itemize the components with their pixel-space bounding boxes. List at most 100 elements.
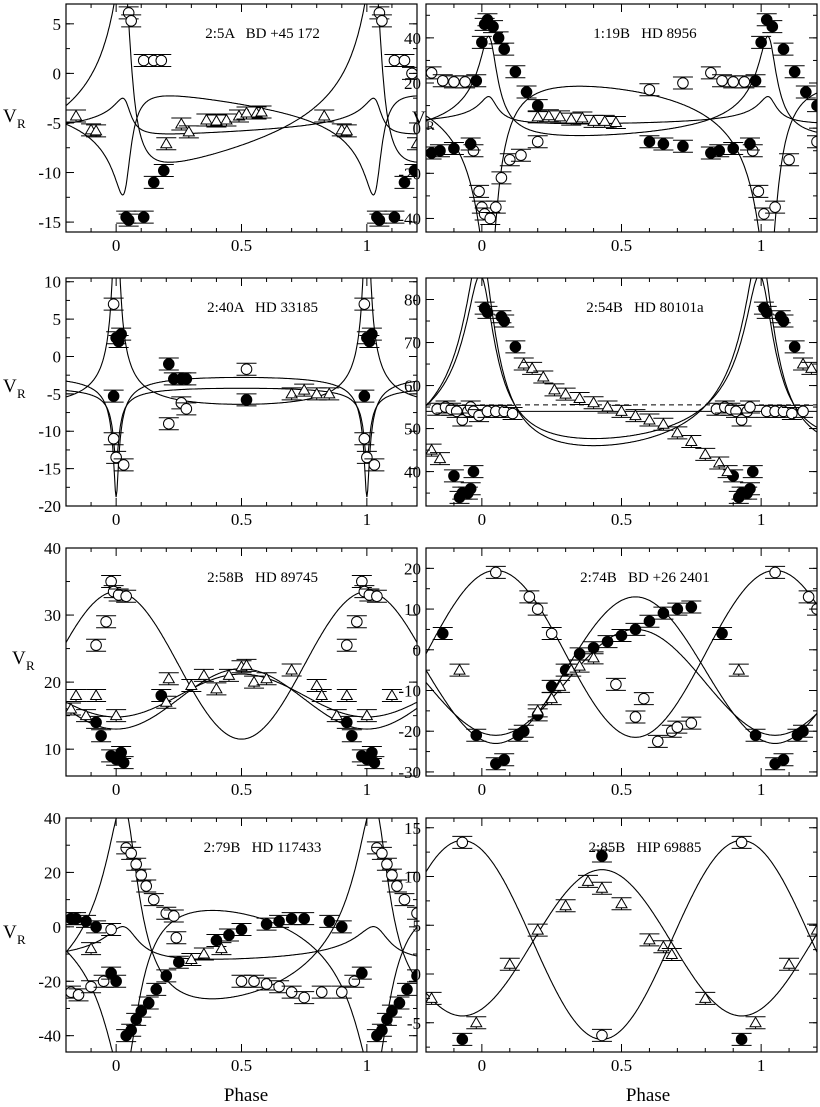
data-point [491,171,512,185]
data-point [281,387,302,401]
y-tick-label: 60 [404,377,421,396]
x-tick-label: 0 [112,236,121,255]
data-point [181,952,202,966]
data-point [773,314,794,328]
data-point [426,443,442,457]
panel-8: 0 0.5 1 15 10 5 0 -5 2:85B HIP 69885 [404,817,818,1075]
data-point [463,465,484,479]
data-point [681,434,702,448]
data-point [138,996,159,1010]
data-point [745,1016,766,1030]
data-point [793,724,814,738]
data-point [765,757,786,771]
data-point [748,184,769,198]
y-axis-title-row-3: V R [12,648,35,673]
data-point [432,74,453,88]
data-point [108,588,129,602]
data-point [432,627,453,640]
data-point [466,74,487,88]
y-tick-label: 0 [413,965,422,984]
data-point [538,109,559,123]
data-point [66,109,87,123]
series-circle-open [103,297,385,472]
data-point [625,409,646,423]
data-point [81,942,102,956]
series-triangle-open [527,109,626,130]
y-tick-label: 40 [404,463,421,482]
y-tick-label: -5 [47,385,61,404]
panel-title: 2:79B HD 117433 [204,840,322,856]
data-point [653,417,674,431]
y-tick-label: 80 [404,291,421,310]
data-point [483,20,504,34]
data-point [178,125,199,139]
series-triangle-open [426,874,817,1030]
data-point [639,83,660,97]
data-point [513,357,534,371]
data-point [773,42,794,56]
data-point [341,729,362,743]
panel-6: 0 0.5 1 20 10 0 -10 -20 -30 2:74B BD +26 2401 [398,547,818,799]
x-tick-label: 0 [478,510,487,529]
y-tick-label: -40 [38,1027,61,1046]
plot-area [426,278,817,504]
data-point [611,897,632,911]
y-tick-label: 0 [413,641,422,660]
y-tick-label: 0 [413,119,422,138]
y-tick-label: 70 [404,334,421,353]
data-point [211,942,232,956]
data-point [494,753,515,767]
series-circle-open [118,6,417,80]
data-point [756,13,777,27]
data-point [485,200,506,214]
data-point [156,137,177,151]
data-point [311,689,332,703]
data-point [712,627,733,640]
data-point [611,404,632,418]
data-point [166,931,187,945]
data-point [86,124,107,138]
x-tick-label: 0 [478,236,487,255]
data-point [731,1032,752,1046]
data-point [807,135,817,149]
data-point [471,35,492,49]
x-tick-label: 1 [363,780,372,799]
y-tick-label: 20 [44,673,61,692]
data-point [354,389,375,403]
fit-curve [66,387,417,464]
y-tick-label: -30 [398,763,421,782]
y-axis-title-v: V [3,922,17,943]
data-point [781,407,802,421]
data-point [717,465,738,479]
fit-curve [66,818,417,1000]
x-tick-label: 1 [757,1056,766,1075]
data-point [695,447,716,461]
data-point [103,432,124,446]
data-point [505,65,526,79]
data-point [384,210,405,224]
data-point [555,899,576,913]
data-point [356,709,377,723]
data-point [709,456,730,470]
fit-curve [426,95,817,125]
series-circle-open [427,400,814,427]
y-tick-label: 20 [404,74,421,93]
data-point [66,689,87,703]
series-triangle-open [66,105,417,151]
data-point [294,383,315,397]
plot-area [66,278,417,498]
x-tick-label: 0 [478,780,487,799]
series-circle-open [86,575,387,652]
x-axis-title-right: Phase [626,1085,670,1106]
x-tick-label: 1 [757,510,766,529]
data-point [429,452,450,466]
series-triangle-open [426,357,817,479]
data-point [336,689,357,703]
plot-area [66,818,417,1052]
data-point [681,600,702,614]
data-point [653,137,674,151]
x-tick-label: 0.5 [231,780,252,799]
fit-curve [66,4,417,163]
x-tick-label: 0.5 [611,510,632,529]
